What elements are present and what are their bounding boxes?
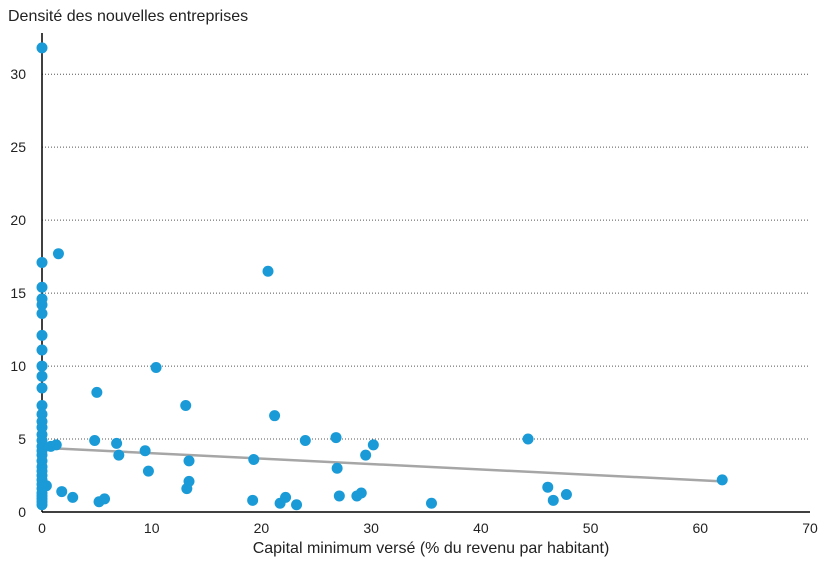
data-point bbox=[36, 281, 48, 293]
data-point bbox=[542, 481, 554, 493]
data-point bbox=[36, 308, 48, 320]
data-point bbox=[99, 493, 111, 505]
data-point bbox=[331, 462, 343, 474]
data-point bbox=[36, 344, 48, 356]
y-tick-label: 15 bbox=[10, 285, 26, 301]
data-point bbox=[522, 433, 534, 445]
data-point bbox=[36, 299, 48, 311]
data-point bbox=[367, 439, 379, 451]
data-point bbox=[36, 382, 48, 394]
data-point bbox=[91, 386, 103, 398]
data-point bbox=[547, 494, 559, 506]
data-point bbox=[111, 437, 123, 449]
x-tick-label: 40 bbox=[473, 520, 489, 536]
data-point bbox=[56, 486, 68, 498]
x-tick-label: 0 bbox=[38, 520, 46, 536]
data-point bbox=[355, 487, 367, 499]
x-axis-title: Capital minimum versé (% du revenu par h… bbox=[252, 540, 610, 557]
data-point bbox=[36, 329, 48, 341]
data-points bbox=[36, 42, 728, 511]
y-tick-label: 20 bbox=[10, 212, 26, 228]
x-tick-label: 60 bbox=[692, 520, 708, 536]
data-point bbox=[67, 491, 79, 503]
data-point bbox=[139, 445, 151, 457]
data-point bbox=[52, 248, 64, 260]
data-point bbox=[269, 410, 281, 422]
data-point bbox=[360, 449, 372, 461]
y-tick-labels: 0 5 10 15 20 25 30 bbox=[10, 66, 26, 520]
y-tick-label: 0 bbox=[18, 504, 26, 520]
data-point bbox=[36, 256, 48, 268]
data-point bbox=[247, 494, 259, 506]
x-tick-label: 30 bbox=[363, 520, 379, 536]
x-tick-label: 70 bbox=[802, 520, 818, 536]
trend-line bbox=[41, 446, 723, 483]
data-point bbox=[36, 399, 48, 411]
data-point bbox=[50, 439, 62, 451]
y-tick-label: 10 bbox=[10, 358, 26, 374]
y-tick-label: 25 bbox=[10, 139, 26, 155]
data-point bbox=[36, 360, 48, 372]
data-point bbox=[291, 499, 303, 511]
data-point bbox=[36, 370, 48, 382]
data-point bbox=[262, 265, 274, 277]
y-tick-label: 30 bbox=[10, 66, 26, 82]
data-point bbox=[183, 455, 195, 467]
x-tick-label: 10 bbox=[144, 520, 160, 536]
data-point bbox=[142, 465, 154, 477]
data-point bbox=[333, 490, 345, 502]
x-tick-label: 20 bbox=[254, 520, 270, 536]
data-point bbox=[183, 475, 195, 487]
data-point bbox=[716, 474, 728, 486]
data-point bbox=[330, 432, 342, 444]
data-point bbox=[180, 399, 192, 411]
data-point bbox=[36, 42, 48, 54]
data-point bbox=[40, 480, 52, 492]
x-tick-label: 50 bbox=[583, 520, 599, 536]
x-tick-labels: 0 10 20 30 40 50 60 70 bbox=[38, 520, 818, 536]
data-point bbox=[299, 434, 311, 446]
data-point bbox=[248, 453, 260, 465]
data-point bbox=[89, 434, 101, 446]
y-axis-title: Densité des nouvelles entreprises bbox=[8, 8, 249, 25]
y-tick-label: 5 bbox=[18, 431, 26, 447]
data-point bbox=[113, 449, 125, 461]
gridlines bbox=[42, 73, 810, 440]
data-point bbox=[560, 488, 572, 500]
data-point bbox=[36, 499, 48, 511]
data-point bbox=[425, 497, 437, 509]
data-point bbox=[280, 491, 292, 503]
data-point bbox=[150, 362, 162, 374]
